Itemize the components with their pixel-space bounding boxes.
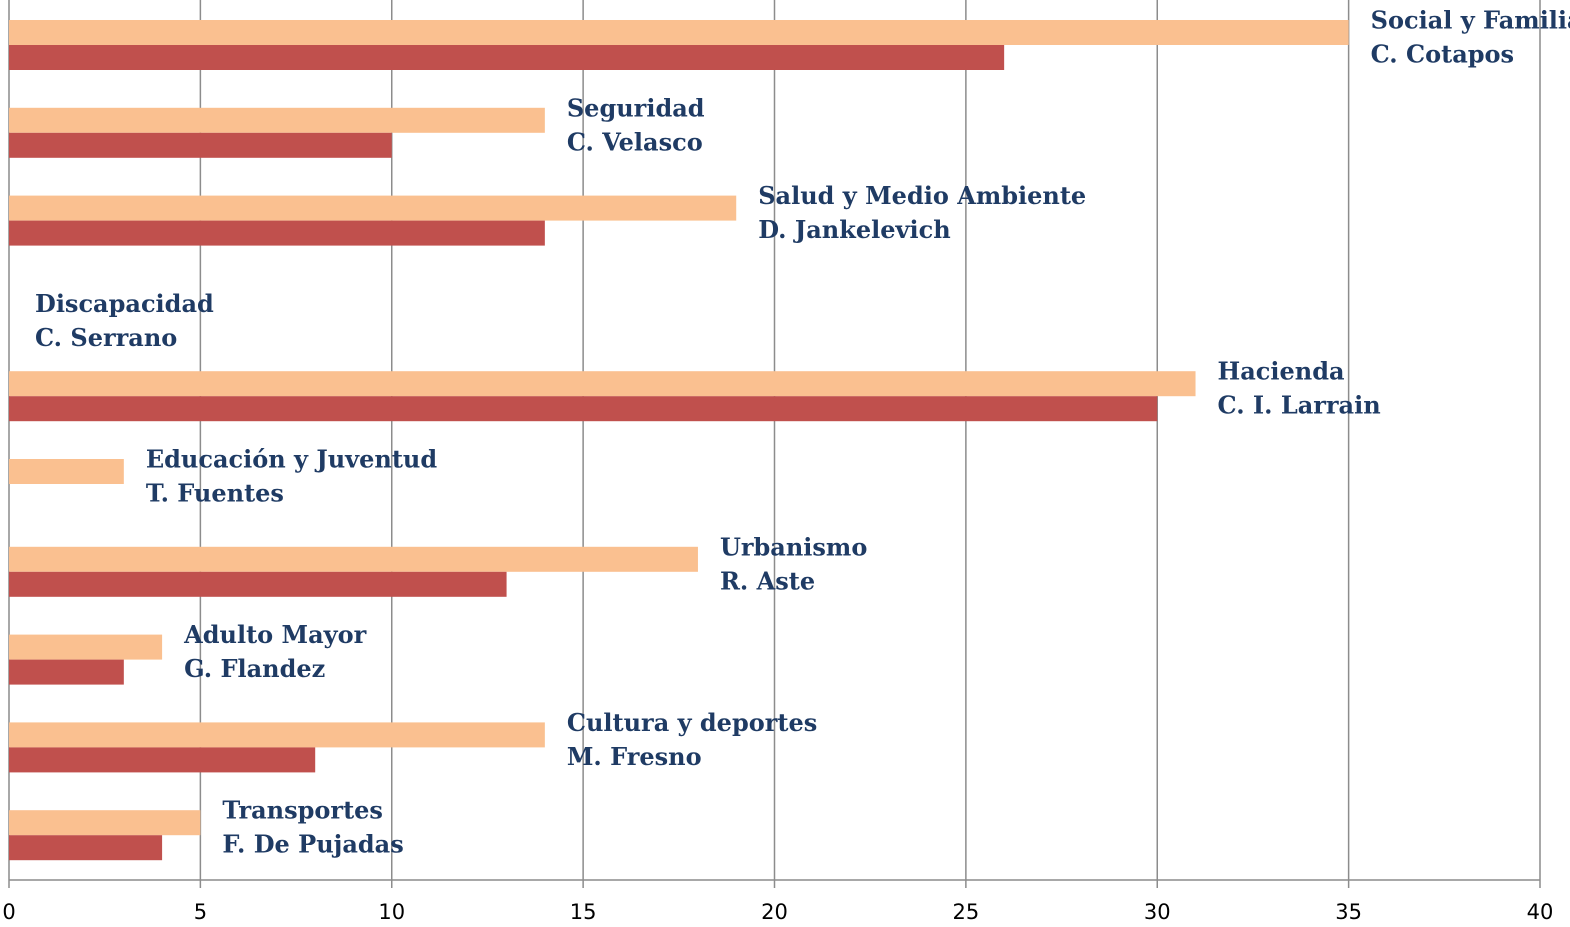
category-label: Cultura y deportes <box>567 708 817 737</box>
bar <box>9 810 201 836</box>
bar <box>9 722 545 748</box>
category-label: R. Aste <box>720 566 815 595</box>
x-tick-label: 35 <box>1335 900 1362 924</box>
bar <box>9 546 698 572</box>
category-label: Social y Familia <box>1371 6 1570 35</box>
bar <box>9 220 545 246</box>
category-label: Seguridad <box>567 93 705 122</box>
bar <box>9 571 507 597</box>
category-label: Transportes <box>222 796 383 825</box>
bar <box>9 20 1349 45</box>
category-label: M. Fresno <box>567 742 702 771</box>
bar <box>9 747 316 773</box>
bar <box>9 132 392 158</box>
bar <box>9 459 124 484</box>
x-tick-label: 25 <box>953 900 980 924</box>
bar <box>9 45 1005 70</box>
bar <box>9 371 1196 397</box>
category-label: Hacienda <box>1218 357 1345 386</box>
category-label: T. Fuentes <box>146 479 284 508</box>
x-tick-label: 5 <box>194 900 207 924</box>
category-label: Educación y Juventud <box>146 445 438 474</box>
bar <box>9 396 1158 422</box>
category-label: Adulto Mayor <box>183 620 366 649</box>
x-tick-label: 40 <box>1527 900 1554 924</box>
category-label: D. Jankelevich <box>758 215 950 244</box>
bar <box>9 195 737 221</box>
bar <box>9 835 163 861</box>
category-label: C. Serrano <box>35 323 177 352</box>
category-label: C. Cotapos <box>1371 40 1514 69</box>
category-label: C. I. Larrain <box>1218 391 1381 420</box>
category-label: F. De Pujadas <box>222 830 403 859</box>
category-label: C. Velasco <box>567 127 703 156</box>
x-tick-label: 0 <box>2 900 15 924</box>
x-tick-label: 30 <box>1144 900 1171 924</box>
bar <box>9 634 163 660</box>
x-tick-label: 10 <box>378 900 405 924</box>
x-tick-label: 20 <box>761 900 788 924</box>
category-label: Urbanismo <box>720 532 867 561</box>
category-label: Salud y Medio Ambiente <box>758 181 1086 210</box>
bar <box>9 107 545 133</box>
bar <box>9 659 124 685</box>
category-label: G. Flandez <box>184 654 325 683</box>
category-label: Discapacidad <box>35 289 214 318</box>
x-tick-label: 15 <box>570 900 597 924</box>
